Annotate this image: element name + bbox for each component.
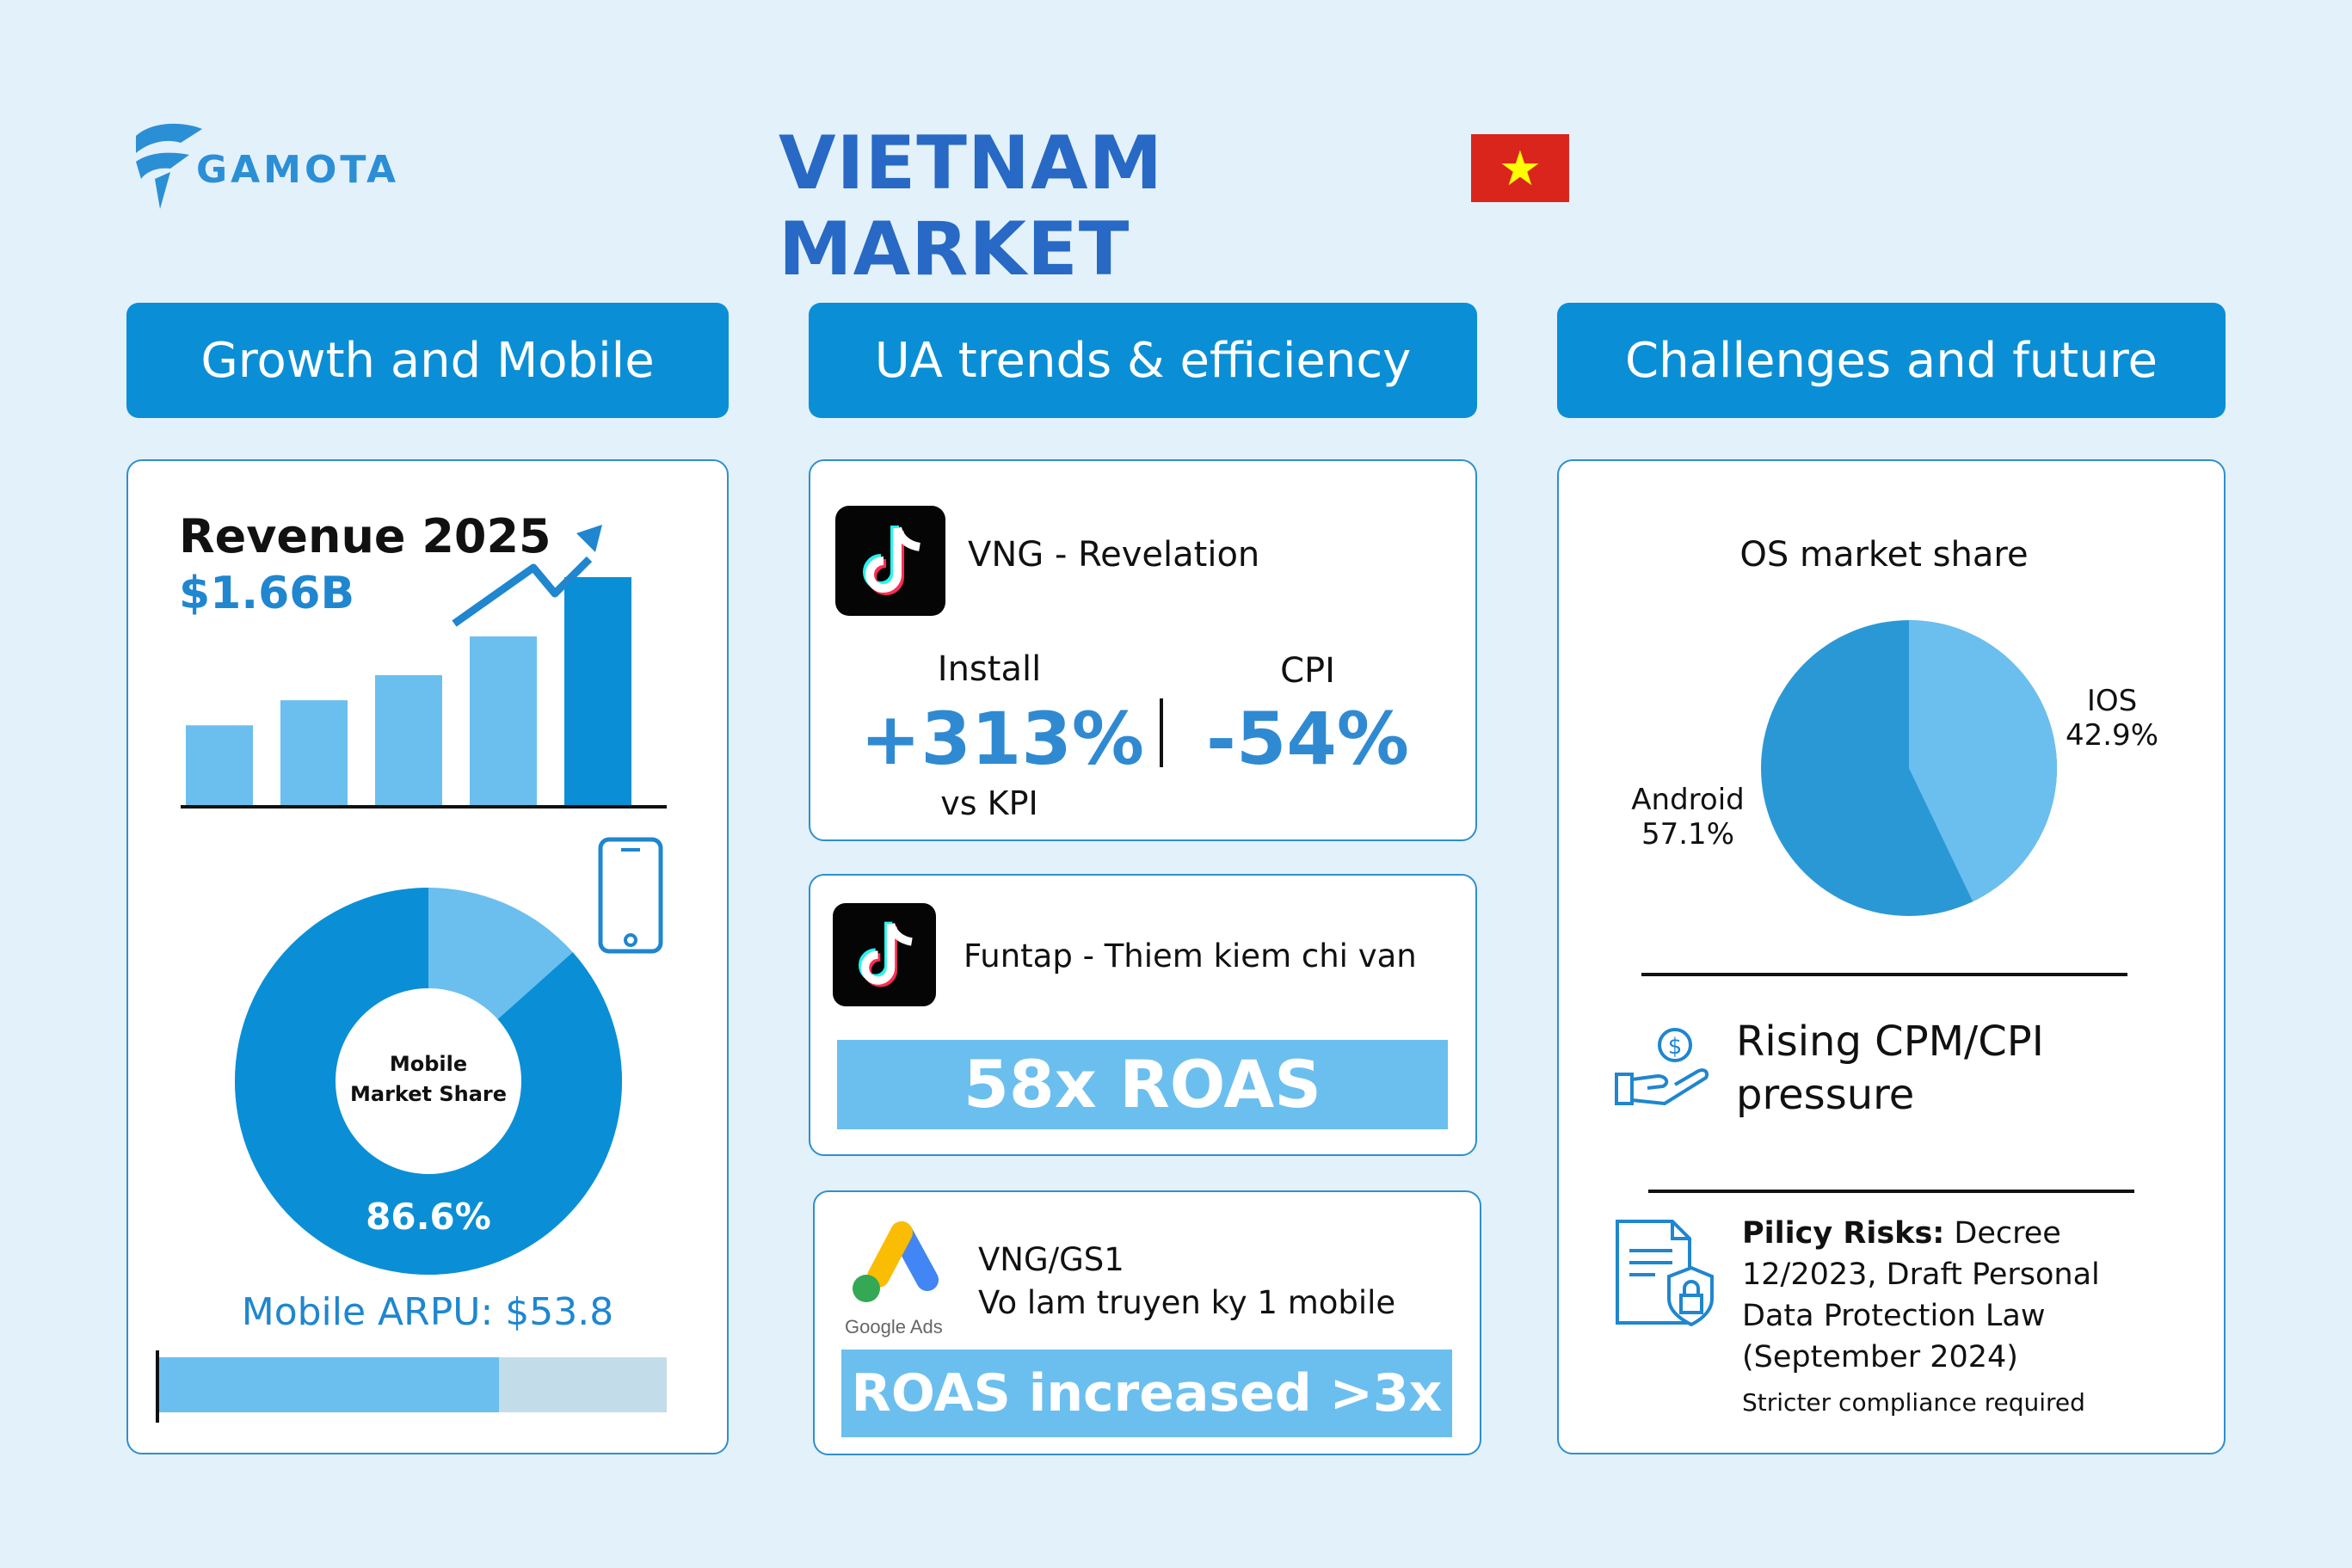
os-share-title: OS market share [1739,535,2029,575]
revenue-bar [470,636,537,805]
divider [1160,698,1163,767]
growth-arrow-icon [452,556,593,627]
vietnam-flag-icon: ★ [1471,134,1569,202]
mobile-share-donut [235,888,622,1275]
android-label: Android 57.1% [1631,783,1745,852]
case1-name: VNG - Revelation [968,535,1260,575]
install-value: +313% [860,697,1144,781]
arpu-bar-axis [156,1350,159,1423]
header-ua: UA trends & efficiency [809,303,1477,418]
divider [1648,1190,2134,1193]
case2-result: 58x ROAS [837,1040,1448,1129]
page-title: VIETNAM MARKET [779,120,1164,292]
revenue-title: Revenue 2025 [179,509,551,563]
divider [1641,973,2127,976]
revenue-bar-chart [181,525,667,809]
tiktok-icon [833,903,936,1006]
header-growth: Growth and Mobile [126,303,729,418]
ios-label: IOS 42.9% [2065,684,2158,753]
smartphone-icon [598,837,663,954]
policy-note: Stricter compliance required [1742,1388,2085,1417]
arpu-label: Mobile ARPU: $53.8 [241,1290,614,1334]
policy-risk-text: Pilicy Risks: Decree 12/2023, Draft Pers… [1742,1216,2100,1374]
mobile-share-value: 86.6% [366,1196,491,1238]
arpu-bar-fill [157,1357,499,1412]
os-pie-chart [1761,620,2057,916]
arrow-head-icon [576,525,602,552]
install-label: Install [937,649,1042,689]
document-lock-icon [1616,1220,1714,1327]
cpi-label: CPI [1280,651,1335,691]
hand-money-icon: $ [1615,1028,1709,1105]
google-ads-icon [853,1221,939,1302]
revenue-bar [375,674,442,805]
case2-name: Funtap - Thiem kiem chi van [964,938,1417,975]
case-card-vng-revelation [809,459,1477,841]
donut-center-label: Mobile Market Share [349,1052,507,1106]
install-sub: vs KPI [940,784,1038,822]
google-ads-brand: Google Ads [845,1316,943,1337]
revenue-bar [280,700,348,805]
revenue-bar [564,577,631,805]
cpi-value: -54% [1206,697,1409,781]
cpm-pressure-text: Rising CPM/CPI pressure [1736,1018,2044,1119]
gamota-logo [136,123,202,209]
case3-title: VNG/GS1 Vo lam truyen ky 1 mobile [978,1241,1396,1321]
revenue-bar [186,725,253,805]
ios-slice [1909,620,2057,902]
logo-wordmark: GAMOTA [196,148,400,192]
case3-result: ROAS increased >3x [841,1350,1452,1437]
header-challenges: Challenges and future [1557,303,2226,418]
arpu-bar-track [157,1357,667,1412]
revenue-value: $1.66B [179,568,355,619]
svg-text:$: $ [1668,1034,1683,1060]
tiktok-icon [835,506,945,616]
